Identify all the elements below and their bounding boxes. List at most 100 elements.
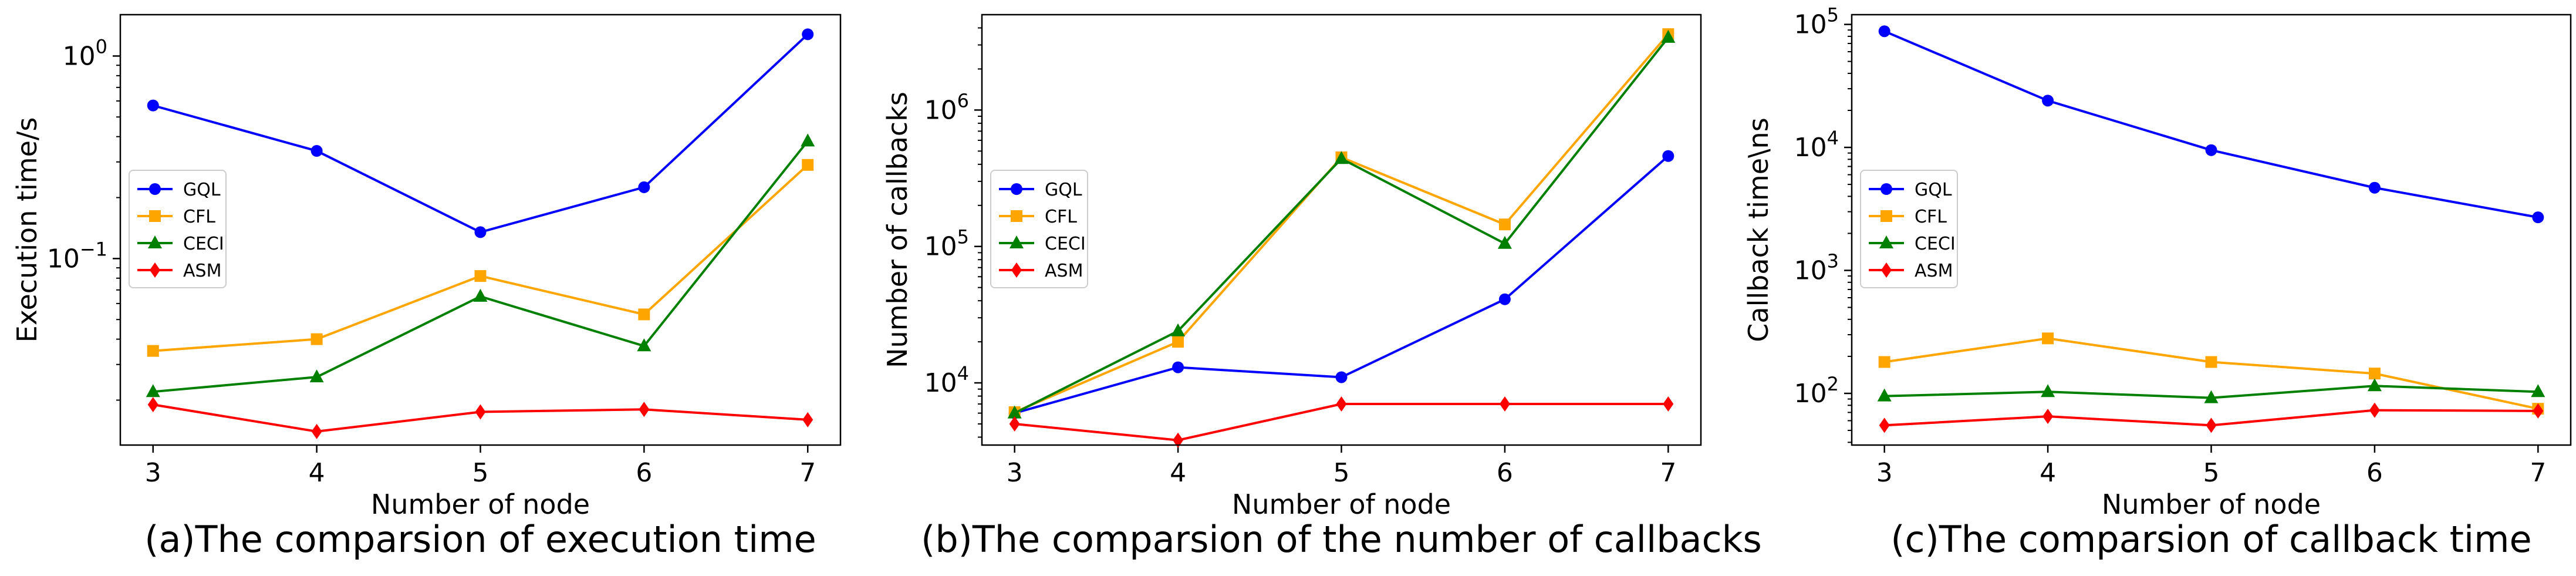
- legend-marker-cfl: [1011, 210, 1022, 222]
- x-tick-label: 7: [2530, 458, 2546, 488]
- data-point-ceci: [1497, 235, 1512, 249]
- legend-marker-gql: [1011, 183, 1022, 195]
- y-tick-label: 104: [1794, 127, 1839, 163]
- data-point-gql: [2205, 144, 2217, 156]
- legend-label-cfl: CFL: [1045, 207, 1077, 227]
- x-tick-label: 3: [1007, 458, 1023, 488]
- x-tick-label: 4: [1170, 458, 1186, 488]
- data-point-ceci: [1877, 388, 1892, 402]
- panel-caption: (c)The comparsion of callback time: [1890, 518, 2531, 561]
- legend-label-cfl: CFL: [183, 207, 215, 227]
- y-tick-label: 102: [1794, 373, 1839, 409]
- y-tick-label: 105: [924, 226, 969, 262]
- series-line-gql: [153, 33, 809, 234]
- panel-caption: (a)The comparsion of execution time: [144, 518, 816, 561]
- series-line-ceci: [1014, 36, 1669, 415]
- legend-marker-asm: [1881, 262, 1892, 278]
- x-tick-label: 7: [1660, 458, 1676, 488]
- series-line-ceci: [153, 140, 809, 393]
- data-point-ceci: [146, 384, 160, 398]
- x-tick-label: 4: [309, 458, 325, 488]
- y-axis-label: Callback time\ns: [1743, 117, 1774, 342]
- data-point-asm: [1879, 417, 1890, 433]
- data-point-ceci: [1334, 151, 1349, 164]
- series-line-cfl: [153, 164, 809, 352]
- x-axis-label: Number of node: [1232, 489, 1451, 520]
- data-point-gql: [2532, 211, 2544, 224]
- y-tick-label: 100: [63, 35, 107, 71]
- series-line-gql: [1883, 30, 2538, 219]
- data-point-gql: [1878, 25, 1890, 38]
- data-point-gql: [1498, 293, 1511, 305]
- legend-marker-asm: [1011, 262, 1022, 278]
- legend-label-asm: ASM: [1915, 261, 1953, 281]
- legend-marker-asm: [150, 262, 160, 278]
- x-tick-label: 3: [145, 458, 161, 488]
- legend-box: [1860, 170, 1958, 288]
- data-point-gql: [1335, 371, 1348, 383]
- data-point-cfl: [638, 308, 650, 321]
- data-point-asm: [1173, 432, 1184, 448]
- data-point-asm: [1499, 396, 1510, 412]
- legend-marker-cfl: [149, 210, 161, 222]
- x-tick-label: 4: [2040, 458, 2056, 488]
- data-point-cfl: [1172, 336, 1184, 348]
- legend-label-gql: GQL: [183, 180, 221, 200]
- data-point-ceci: [1007, 405, 1022, 419]
- data-point-asm: [2369, 402, 2380, 418]
- data-point-asm: [1009, 416, 1020, 432]
- x-tick-label: 6: [2366, 458, 2383, 488]
- data-point-gql: [638, 181, 650, 193]
- data-point-ceci: [2041, 384, 2055, 398]
- panel-caption: (b)The comparsion of the number of callb…: [921, 518, 1762, 561]
- chart-panel-3: 102 103 104 105 3 4 5 6 7 Number of node Callback …: [1743, 4, 2572, 561]
- data-point-asm: [475, 404, 486, 420]
- data-point-gql: [2042, 95, 2054, 107]
- legend-label-ceci: CECI: [1045, 234, 1086, 254]
- legend-marker-cfl: [1880, 210, 1892, 222]
- data-point-asm: [2042, 409, 2054, 425]
- data-point-ceci: [2204, 390, 2219, 403]
- chart-panel-1: 10−1 100 3 4 5 6 7 Number of node Execution time…: [11, 14, 842, 561]
- legend-marker-ceci: [1010, 235, 1024, 248]
- y-tick-label: 105: [1794, 4, 1839, 40]
- chart-panel-2: 104 105 106 3 4 5 6 7 Number of node Number of ca…: [882, 14, 1762, 561]
- plot-frame: [1851, 14, 2572, 446]
- x-tick-label: 7: [799, 458, 816, 488]
- y-tick-label: 10−1: [47, 238, 107, 274]
- series-line-cfl: [1014, 33, 1669, 413]
- x-tick-label: 5: [472, 458, 489, 488]
- legend-label-ceci: CECI: [1915, 234, 1956, 254]
- data-point-cfl: [310, 333, 323, 345]
- legend-marker-gql: [1880, 183, 1892, 195]
- x-tick-label: 6: [636, 458, 652, 488]
- data-point-gql: [1662, 150, 1674, 162]
- legend-box: [990, 170, 1088, 288]
- legend-box: [129, 170, 227, 288]
- x-axis-label: Number of node: [371, 489, 590, 520]
- data-point-ceci: [473, 288, 488, 302]
- data-point-gql: [2368, 181, 2381, 194]
- data-point-gql: [802, 28, 814, 41]
- data-point-asm: [2206, 417, 2217, 433]
- x-tick-label: 5: [1333, 458, 1350, 488]
- data-point-cfl: [2368, 368, 2381, 380]
- data-point-asm: [802, 412, 813, 427]
- y-axis-label: Execution time/s: [11, 117, 43, 343]
- data-point-ceci: [1171, 323, 1186, 336]
- legend-label-ceci: CECI: [183, 234, 224, 254]
- x-tick-label: 6: [1497, 458, 1513, 488]
- data-point-gql: [147, 99, 159, 112]
- legend-label-gql: GQL: [1045, 180, 1082, 200]
- data-point-cfl: [2205, 356, 2217, 368]
- data-point-ceci: [801, 133, 815, 147]
- data-point-gql: [310, 145, 323, 157]
- data-point-ceci: [1661, 29, 1676, 43]
- data-point-ceci: [309, 369, 324, 383]
- y-axis-label: Number of callbacks: [882, 92, 913, 368]
- data-point-asm: [147, 397, 158, 413]
- plot-frame: [119, 14, 842, 446]
- data-point-cfl: [1498, 218, 1511, 231]
